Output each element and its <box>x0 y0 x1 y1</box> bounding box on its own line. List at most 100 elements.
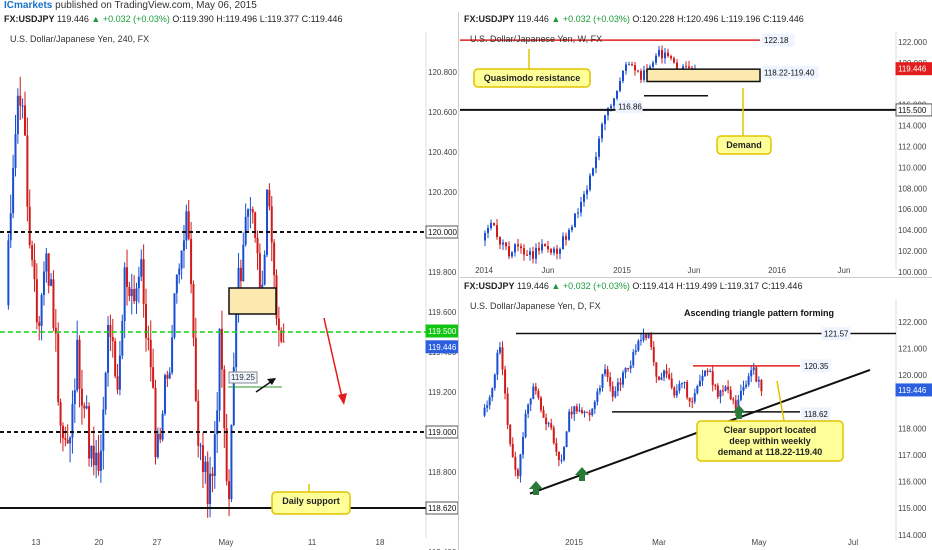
candle-body <box>66 439 69 444</box>
candle-body <box>178 268 181 275</box>
note-daily-support-box <box>271 491 351 515</box>
candle-body <box>190 238 193 285</box>
candle-body <box>683 382 686 384</box>
chart-240[interactable]: FX:USDJPY 119.446 ▲ +0.032 (+0.03%) O:11… <box>0 12 459 550</box>
x-tick-label: Jun <box>542 266 555 275</box>
black-arrow-head <box>267 378 276 385</box>
tag-12157: 121.57 <box>824 329 849 338</box>
candle-body <box>645 334 648 338</box>
y-tick-label: 108.000 <box>898 184 927 193</box>
candle-body <box>47 253 50 286</box>
y-tick-label: 119.600 <box>428 308 457 317</box>
candle-body <box>104 372 107 410</box>
candle-body <box>54 327 57 334</box>
candle-body <box>175 274 178 294</box>
note-support-text: Clear support located <box>724 425 817 435</box>
candle-body <box>661 50 663 59</box>
candle-body <box>496 225 498 238</box>
candle-body <box>614 391 617 397</box>
candle-body <box>88 406 91 459</box>
chart-daily[interactable]: FX:USDJPY 119.446 ▲ +0.032 (+0.03%) O:11… <box>460 279 932 550</box>
x-tick-label: May <box>751 538 766 547</box>
tag-zone: 118.22-119.40 <box>764 68 815 77</box>
candle-body <box>606 369 609 378</box>
x-tick-label: 2015 <box>565 538 583 547</box>
green-arrow-up <box>575 467 589 481</box>
candle-body <box>634 350 637 352</box>
candle-body <box>658 50 660 56</box>
candle-body <box>750 370 753 377</box>
candle-body <box>627 367 630 369</box>
green-arrow-up <box>529 481 543 495</box>
candle-body <box>268 189 271 207</box>
candle-body <box>154 387 157 458</box>
candle-body <box>571 226 573 231</box>
candle-body <box>527 404 530 414</box>
x-tick-label: Jun <box>838 266 851 275</box>
candle-body <box>663 370 666 378</box>
candle-body <box>745 384 748 387</box>
weekly-demand-zone <box>646 68 761 83</box>
tag-120-bg <box>425 225 458 239</box>
candle-body <box>168 372 171 379</box>
low: L:119.196 <box>721 14 761 24</box>
y-tick-label: 110.000 <box>898 163 927 172</box>
candle-body <box>624 367 627 373</box>
candle-body <box>149 339 152 368</box>
tag-115500-bg <box>895 103 932 117</box>
candle-body <box>12 167 15 214</box>
candle-body <box>732 399 735 401</box>
candle-body <box>673 58 675 63</box>
candle-body <box>171 337 174 373</box>
y-tick-label: 122.000 <box>898 318 927 327</box>
tag-120: 120.000 <box>428 228 457 237</box>
candle-body <box>126 267 129 287</box>
x-tick-label: May <box>218 538 233 547</box>
candle-body <box>218 328 221 411</box>
candle-body <box>45 253 48 272</box>
candle-body <box>698 380 701 387</box>
candle-body <box>235 307 238 368</box>
x-tick-label: Jul <box>848 538 858 547</box>
candle-body <box>522 437 525 455</box>
open: O:120.228 <box>632 14 675 24</box>
candle-body <box>7 240 10 306</box>
candle-body <box>619 382 622 385</box>
candle-body <box>688 397 691 402</box>
candle-body <box>251 209 254 213</box>
candle-body <box>701 375 704 381</box>
candle-body <box>239 267 242 282</box>
candle-body <box>161 413 164 440</box>
candle-body <box>642 334 645 341</box>
candle-body <box>9 213 12 241</box>
candle-body <box>498 347 501 353</box>
candle-body <box>130 289 133 297</box>
x-tick-label: 18 <box>376 538 385 547</box>
chart-title: U.S. Dollar/Japanese Yen, D, FX <box>470 301 601 311</box>
candle-body <box>213 434 216 477</box>
candle-body <box>734 400 737 410</box>
candle-body <box>714 385 717 387</box>
candle-body <box>26 135 29 207</box>
candle-body <box>586 411 589 413</box>
candle-body <box>607 108 609 116</box>
tag-115500: 115.500 <box>898 106 927 115</box>
chart-weekly[interactable]: FX:USDJPY 119.446 ▲ +0.032 (+0.03%) O:12… <box>460 12 932 278</box>
publish-info: published on TradingView.com, May 06, 20… <box>52 0 257 11</box>
brand-link[interactable]: ICmarkets <box>4 0 53 11</box>
chart-title: U.S. Dollar/Japanese Yen, 240, FX <box>10 34 150 44</box>
candle-body <box>742 386 745 391</box>
candle-body <box>156 433 159 458</box>
candle-body <box>667 52 669 57</box>
tag-119500-bg <box>425 324 458 338</box>
candle-body <box>166 375 169 379</box>
candle-body <box>622 372 624 385</box>
candle-body <box>577 212 579 214</box>
candle-body <box>535 247 537 259</box>
y-tick-label: 115.000 <box>898 504 927 513</box>
x-tick-label: 11 <box>308 538 317 547</box>
y-tick-label: 120.000 <box>898 371 927 380</box>
candle-body <box>665 370 668 375</box>
candle-body <box>491 388 494 398</box>
candle-body <box>201 445 204 472</box>
